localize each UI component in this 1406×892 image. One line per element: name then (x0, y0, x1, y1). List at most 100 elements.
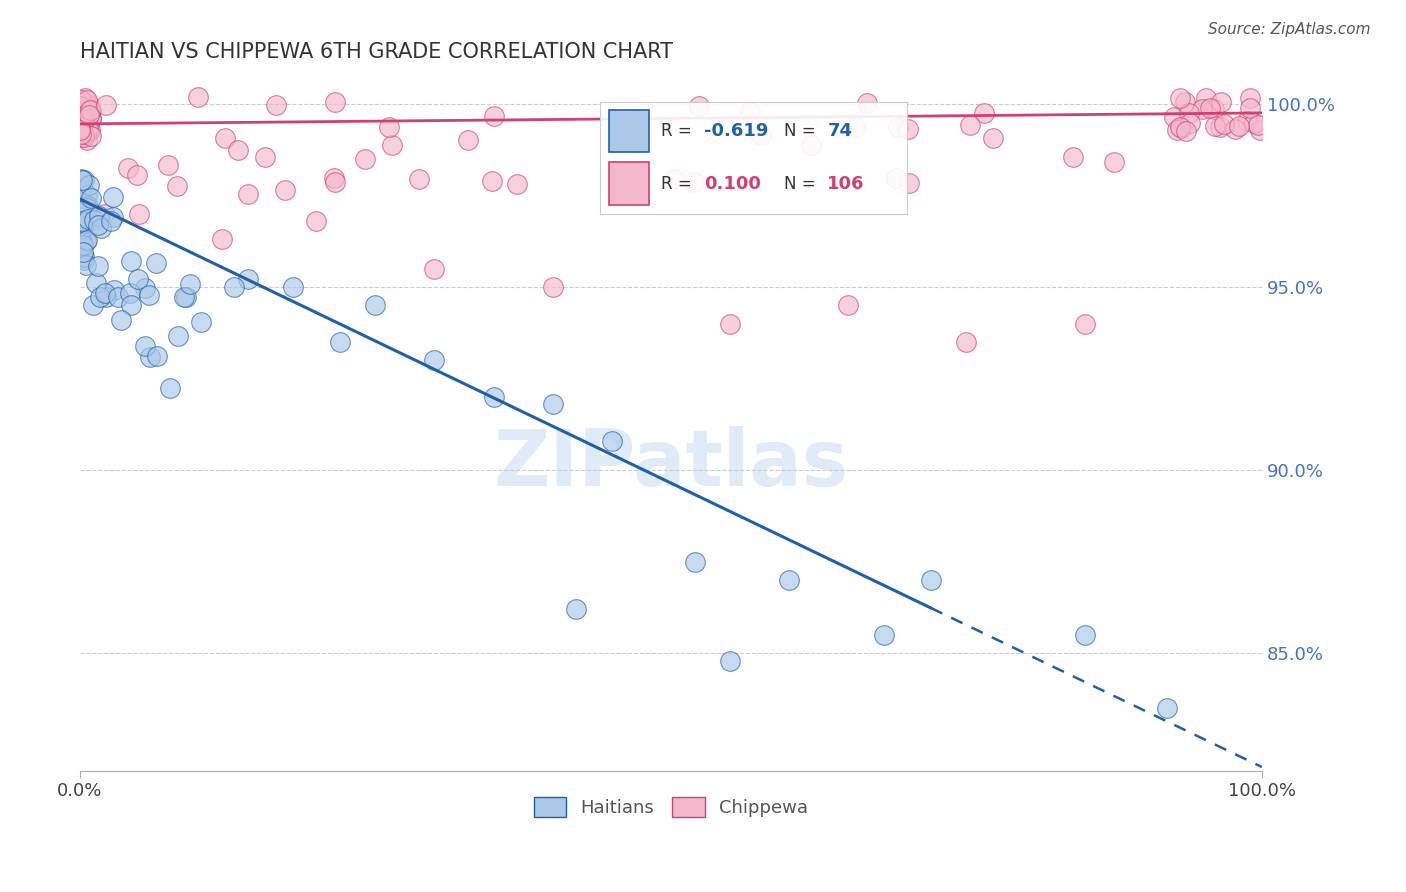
Point (87, 218, 110, 232)
Point (955, 334, 977, 349)
Point (69, 172, 91, 186)
Legend: Haitians, Chippewa: Haitians, Chippewa (526, 790, 815, 824)
Point (1236, 113, 1258, 128)
Point (1170, 120, 1192, 135)
Point (281, 280, 304, 294)
Point (541, 280, 564, 294)
Point (1209, 95, 1232, 109)
Point (482, 109, 505, 123)
Point (778, 573, 800, 587)
Point (159, 381, 181, 395)
Point (69, 188, 91, 202)
Point (305, 214, 328, 228)
Point (1204, 119, 1226, 133)
Point (457, 132, 479, 146)
Point (329, 334, 352, 349)
Point (423, 261, 446, 276)
Point (69, 93, 91, 107)
Point (87, 259, 110, 273)
Point (211, 232, 233, 246)
Point (69, 122, 91, 136)
Point (117, 161, 139, 175)
Point (80, 103, 103, 118)
Point (1239, 90, 1261, 104)
Point (886, 170, 908, 185)
Point (72, 221, 94, 235)
Point (69, 230, 91, 244)
Point (174, 290, 197, 304)
Point (118, 286, 141, 301)
Point (718, 317, 741, 331)
Point (238, 272, 260, 286)
Point (920, 573, 942, 587)
Point (75, 234, 97, 248)
Point (381, 138, 404, 153)
Point (69, 182, 91, 196)
Point (138, 288, 160, 302)
Point (1062, 150, 1084, 164)
Point (896, 122, 918, 136)
Point (664, 171, 686, 186)
Point (1177, 106, 1199, 120)
Point (1191, 102, 1213, 116)
Point (72, 244, 94, 259)
Point (408, 172, 430, 186)
Point (1212, 118, 1234, 132)
Point (76, 102, 98, 116)
Point (134, 339, 156, 353)
Point (89, 209, 111, 223)
Point (481, 174, 503, 188)
Point (266, 98, 288, 112)
Point (72, 128, 94, 142)
Point (226, 143, 249, 157)
Point (80, 191, 103, 205)
Point (70, 214, 93, 228)
Point (1073, 628, 1095, 642)
Point (179, 277, 201, 292)
Point (76, 133, 98, 147)
Point (86, 277, 108, 291)
Point (718, 654, 741, 668)
Point (100, 213, 122, 227)
Point (73, 251, 96, 265)
Point (222, 280, 245, 294)
Point (157, 158, 180, 172)
Point (1166, 123, 1188, 137)
Point (128, 207, 150, 221)
Point (898, 176, 921, 190)
Point (166, 329, 188, 343)
Point (101, 210, 124, 224)
Point (103, 283, 125, 297)
Point (214, 131, 236, 145)
Text: Source: ZipAtlas.com: Source: ZipAtlas.com (1208, 22, 1371, 37)
Point (82, 298, 104, 312)
Point (1249, 123, 1271, 137)
Point (73, 130, 96, 145)
Point (77, 97, 100, 112)
Point (79, 103, 101, 118)
Point (76, 93, 98, 107)
Point (973, 106, 995, 120)
Point (120, 254, 142, 268)
Point (69, 123, 91, 137)
Point (73, 113, 96, 128)
Point (423, 353, 446, 368)
Point (187, 90, 209, 104)
Point (1163, 110, 1185, 124)
Point (70, 230, 93, 244)
Point (70, 173, 93, 187)
Text: HAITIAN VS CHIPPEWA 6TH GRADE CORRELATION CHART: HAITIAN VS CHIPPEWA 6TH GRADE CORRELATIO… (80, 42, 673, 62)
Point (1174, 95, 1197, 109)
Point (377, 120, 399, 134)
Point (103, 190, 125, 204)
Point (173, 290, 195, 304)
Point (69, 127, 91, 141)
Point (1195, 90, 1218, 104)
Point (1247, 118, 1270, 132)
Point (76, 233, 98, 247)
Point (127, 271, 149, 285)
Point (1175, 123, 1198, 137)
Point (69, 227, 91, 242)
Point (254, 150, 277, 164)
Point (73, 252, 96, 267)
